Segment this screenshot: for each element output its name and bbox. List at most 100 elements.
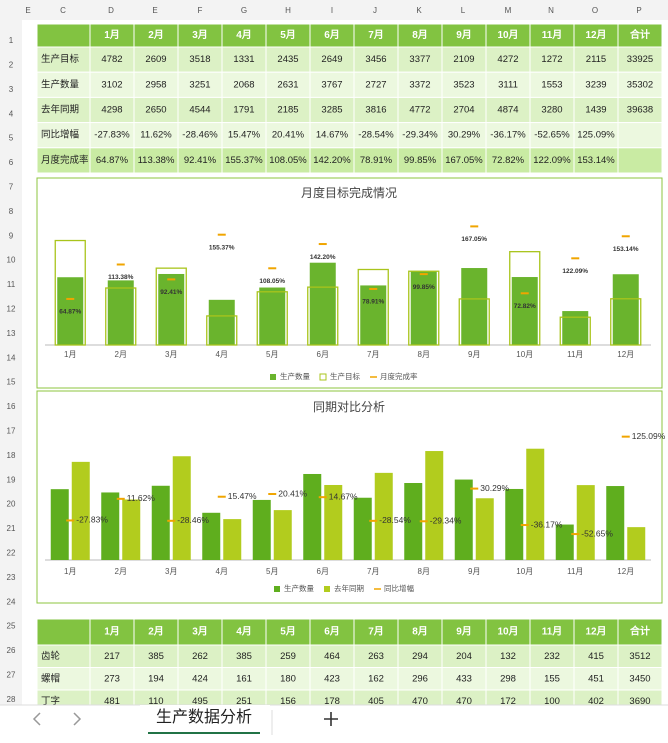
column-letter: L	[461, 6, 466, 15]
bar	[105, 287, 137, 346]
row-label: 螺帽	[41, 672, 60, 684]
cell	[617, 71, 663, 98]
cell-value: -28.54%	[358, 130, 394, 141]
bar	[151, 485, 170, 560]
bar	[610, 298, 642, 346]
header-label: 5月	[280, 626, 296, 638]
cell-value: 470	[412, 696, 428, 707]
row-number: 23	[7, 573, 16, 582]
column-letter: I	[331, 6, 333, 15]
prev-sheet[interactable]	[32, 712, 41, 726]
column-letter: C	[60, 6, 66, 15]
header-label: 2月	[148, 626, 164, 638]
cell	[617, 122, 663, 149]
header-label: 4月	[236, 29, 252, 41]
x-tick-label: 5月	[266, 350, 278, 359]
data-label: -29.34%	[430, 516, 462, 526]
chart-frame	[36, 177, 663, 389]
sheet-tab-label[interactable]: 生产数据分析	[156, 708, 252, 726]
cell-value: -27.83%	[94, 130, 130, 141]
next-sheet[interactable]	[73, 712, 82, 726]
legend-label: 生产数量	[280, 371, 310, 381]
cell-value: 30.29%	[448, 130, 481, 141]
x-tick-label: 7月	[367, 350, 379, 359]
cell-value: 1791	[233, 105, 254, 116]
cell	[133, 122, 179, 149]
cell-value: 3767	[321, 79, 342, 90]
column-header-bar	[0, 0, 668, 20]
row-number: 21	[7, 524, 16, 533]
x-tick-label: 8月	[418, 350, 430, 359]
header-cell	[36, 23, 91, 48]
cell-value: 14.67%	[316, 130, 349, 141]
column-letter: N	[548, 6, 554, 15]
x-tick-label: 3月	[165, 350, 177, 359]
data-label: 15.47%	[228, 491, 257, 501]
row-label: 去年同期	[41, 104, 79, 116]
cell-value: 273	[104, 673, 120, 684]
row-number: 22	[7, 549, 16, 558]
cell-value: 2115	[586, 54, 606, 65]
cell	[309, 96, 355, 124]
column-letter: G	[241, 6, 247, 15]
cell	[617, 147, 663, 174]
cell-value: 33925	[627, 54, 653, 65]
add-sheet[interactable]	[324, 712, 338, 726]
cell-value: 3450	[629, 673, 650, 684]
row-number: 6	[9, 158, 14, 167]
cell-value: 3512	[629, 651, 650, 662]
cell-value: 108.05%	[269, 155, 307, 166]
cell-value: 3690	[629, 696, 650, 707]
bar	[425, 451, 444, 560]
row-number: 28	[7, 695, 16, 704]
cell	[133, 147, 179, 174]
cell	[89, 46, 135, 73]
row-number: 18	[7, 451, 16, 460]
header-label: 4月	[236, 626, 252, 638]
bar	[202, 512, 221, 560]
column-letter: E	[25, 6, 30, 15]
cell	[177, 46, 223, 73]
x-tick-label: 8月	[418, 567, 430, 576]
legend-label: 生产目标	[330, 371, 360, 381]
cell-value: -52.65%	[534, 130, 570, 141]
cell-value: 405	[368, 696, 384, 707]
data-label: -27.83%	[76, 515, 108, 525]
x-tick-label: 5月	[266, 567, 278, 576]
cell	[221, 147, 267, 174]
cell-value: 424	[192, 673, 208, 684]
row-number: 11	[7, 280, 16, 289]
cell	[529, 71, 575, 98]
row-number: 4	[9, 109, 14, 118]
cell	[133, 46, 179, 73]
bar	[158, 273, 185, 345]
cell-value: 72.82%	[492, 155, 525, 166]
row-number: 10	[7, 256, 16, 265]
data-label: 20.41%	[278, 488, 307, 498]
header-label: 7月	[368, 29, 384, 41]
cell-value: 3816	[365, 105, 386, 116]
cell-value: 3523	[453, 79, 474, 90]
cell-value: 3280	[541, 105, 562, 116]
cell-value: 470	[456, 696, 472, 707]
header-label: 合计	[629, 625, 650, 638]
cell-value: 3102	[101, 79, 122, 90]
cell-value: 251	[236, 696, 252, 707]
cell	[397, 122, 443, 149]
cell-value: 11.62%	[140, 130, 172, 141]
row-number: 1	[9, 36, 14, 45]
cell-value: 298	[500, 673, 516, 684]
cell-value: 153.14%	[577, 155, 615, 166]
header-cell	[485, 618, 531, 646]
cell-value: 132	[500, 651, 516, 662]
header-label: 7月	[368, 626, 384, 638]
row-label: 生产数量	[41, 78, 80, 90]
x-tick-label: 6月	[317, 567, 329, 576]
x-tick-label: 3月	[165, 567, 177, 576]
bar	[155, 267, 187, 346]
cell-value: 3285	[321, 105, 342, 116]
x-tick-label: 12月	[617, 567, 634, 576]
bar	[458, 298, 490, 346]
x-tick-label: 10月	[516, 350, 533, 359]
